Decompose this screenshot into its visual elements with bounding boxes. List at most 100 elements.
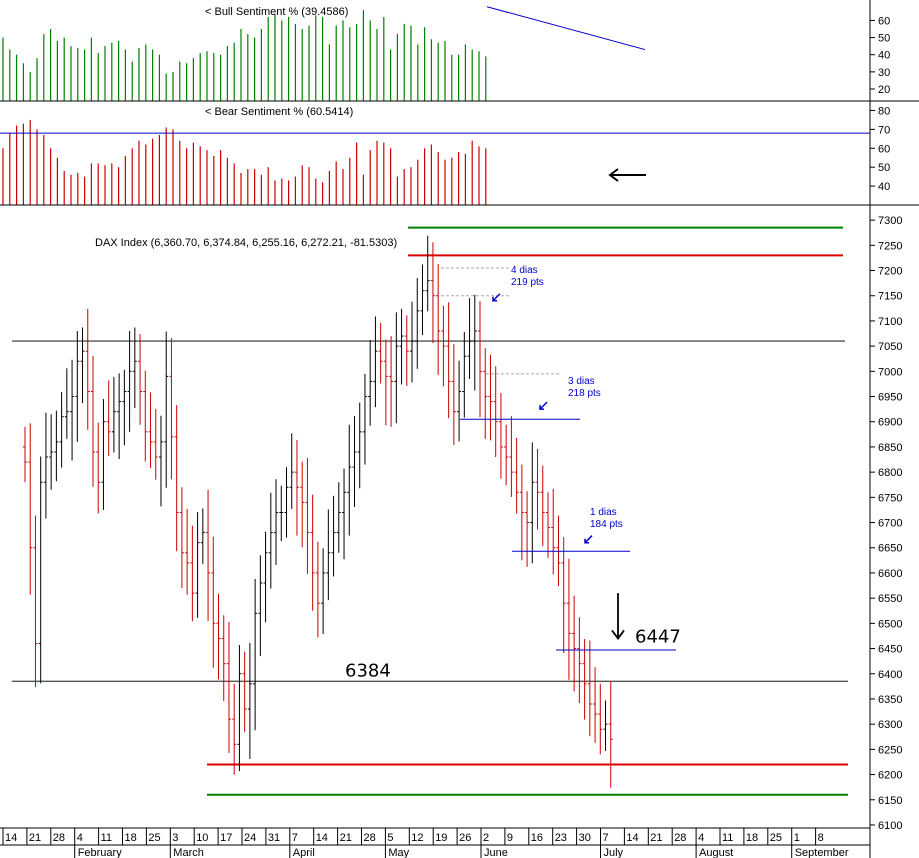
xtick-label: 28 <box>53 832 65 844</box>
down-arrow-icon <box>611 593 625 640</box>
month-label: June <box>484 847 508 858</box>
xtick-label: 14 <box>5 832 17 844</box>
xtick-label: 25 <box>148 832 160 844</box>
dax-ytick-label: 6250 <box>878 744 902 756</box>
annotation-label: 4 dias <box>511 265 538 276</box>
dax-ytick-label: 7200 <box>878 266 902 278</box>
bull-title: < Bull Sentiment % (39.4586) <box>205 6 348 18</box>
month-label: April <box>293 847 315 858</box>
month-label: February <box>78 847 123 858</box>
dax-ytick-label: 7250 <box>878 240 902 252</box>
dax-ytick-label: 7300 <box>878 215 902 227</box>
xtick-label: 21 <box>340 832 352 844</box>
dax-ytick-label: 6700 <box>878 518 902 530</box>
annotation-label: 3 dias <box>568 376 595 387</box>
month-label: May <box>388 847 409 858</box>
xtick-label: 19 <box>435 832 447 844</box>
dax-ytick-label: 6500 <box>878 618 902 630</box>
month-label: August <box>699 847 733 858</box>
dax-title: DAX Index (6,360.70, 6,374.84, 6,255.16,… <box>95 237 397 249</box>
dax-ytick-label: 7100 <box>878 316 902 328</box>
bear-sentiment-panel: < Bear Sentiment % (60.5414) 40 50 60 70 80 <box>0 105 890 205</box>
xtick-label: 9 <box>507 832 513 844</box>
annotation-sub: 219 pts <box>511 277 544 288</box>
annotation-arrow-icon <box>492 293 501 302</box>
dax-ytick-label: 7050 <box>878 341 902 353</box>
month-label: March <box>173 847 204 858</box>
annotation-arrow-icon <box>584 535 593 544</box>
dax-ytick-label: 6550 <box>878 593 902 605</box>
dax-ytick-label: 6750 <box>878 492 902 504</box>
dax-ytick-label: 6100 <box>878 820 902 832</box>
xtick-label: 2 <box>483 832 489 844</box>
dax-ytick-label: 6850 <box>878 442 902 454</box>
annotation-sub: 218 pts <box>568 388 601 399</box>
xtick-label: 7 <box>603 832 609 844</box>
xtick-label: 25 <box>770 832 782 844</box>
bull-ytick-label: 20 <box>878 84 890 96</box>
xtick-label: 23 <box>555 832 567 844</box>
bear-ytick-label: 50 <box>878 162 890 174</box>
xtick-label: 4 <box>698 832 704 844</box>
xtick-label: 8 <box>818 832 824 844</box>
xtick-label: 5 <box>387 832 393 844</box>
dax-ytick-label: 6400 <box>878 669 902 681</box>
handwritten-label: 6384 <box>345 660 391 681</box>
xtick-label: 24 <box>244 832 256 844</box>
month-label: September <box>795 847 849 858</box>
dax-index-panel: DAX Index (6,360.70, 6,374.84, 6,255.16,… <box>12 215 902 832</box>
xtick-label: 26 <box>459 832 471 844</box>
dax-ytick-label: 6800 <box>878 467 902 479</box>
xtick-label: 21 <box>650 832 662 844</box>
bull-ytick-label: 60 <box>878 15 890 27</box>
time-axis: 14 21 28 4 11 18 25 3 10 17 24 31 7 14 21 28 5 12 19 26 2 9 16… <box>2 828 849 858</box>
dax-ytick-label: 6900 <box>878 417 902 429</box>
bull-sentiment-panel: < Bull Sentiment % (39.4586) 20 30 40 50 60 <box>2 6 890 101</box>
pointer-arrow-icon <box>608 168 646 182</box>
annotation-label: 1 dias <box>590 507 617 518</box>
bear-ytick-label: 70 <box>878 124 890 136</box>
xtick-label: 12 <box>411 832 423 844</box>
xtick-label: 17 <box>220 832 232 844</box>
bear-title: < Bear Sentiment % (60.5414) <box>205 106 353 118</box>
dax-ytick-label: 6200 <box>878 770 902 782</box>
xtick-label: 14 <box>316 832 328 844</box>
bear-ytick-label: 40 <box>878 181 890 193</box>
xtick-label: 18 <box>746 832 758 844</box>
annotation-arrow-icon <box>539 401 548 410</box>
xtick-label: 4 <box>77 832 83 844</box>
dax-ytick-label: 6150 <box>878 795 902 807</box>
xtick-label: 28 <box>364 832 376 844</box>
dax-ytick-label: 6600 <box>878 568 902 580</box>
bull-ytick-label: 30 <box>878 67 890 79</box>
xtick-label: 18 <box>125 832 137 844</box>
dax-ytick-label: 6950 <box>878 392 902 404</box>
month-label: July <box>604 847 624 858</box>
xtick-label: 14 <box>626 832 638 844</box>
xtick-label: 31 <box>268 832 280 844</box>
dax-ytick-label: 6350 <box>878 694 902 706</box>
annotation-sub: 184 pts <box>590 519 623 530</box>
xtick-label: 16 <box>531 832 543 844</box>
dax-ytick-label: 6300 <box>878 719 902 731</box>
xtick-label: 11 <box>722 832 733 844</box>
dax-ytick-label: 7000 <box>878 366 902 378</box>
dax-ytick-label: 6650 <box>878 543 902 555</box>
xtick-label: 3 <box>172 832 178 844</box>
dax-ytick-label: 7150 <box>878 291 902 303</box>
dax-ytick-label: 6450 <box>878 644 902 656</box>
bear-ytick-label: 60 <box>878 143 890 155</box>
xtick-label: 10 <box>196 832 208 844</box>
xtick-label: 28 <box>674 832 686 844</box>
xtick-label: 30 <box>579 832 591 844</box>
xtick-label: 11 <box>101 832 112 844</box>
bull-trend-line <box>486 6 646 51</box>
handwritten-label: 6447 <box>635 627 681 648</box>
bear-ytick-label: 80 <box>878 105 890 117</box>
xtick-label: 21 <box>29 832 41 844</box>
bull-ytick-label: 50 <box>878 33 890 45</box>
xtick-label: 7 <box>292 832 298 844</box>
xtick-label: 1 <box>794 832 800 844</box>
